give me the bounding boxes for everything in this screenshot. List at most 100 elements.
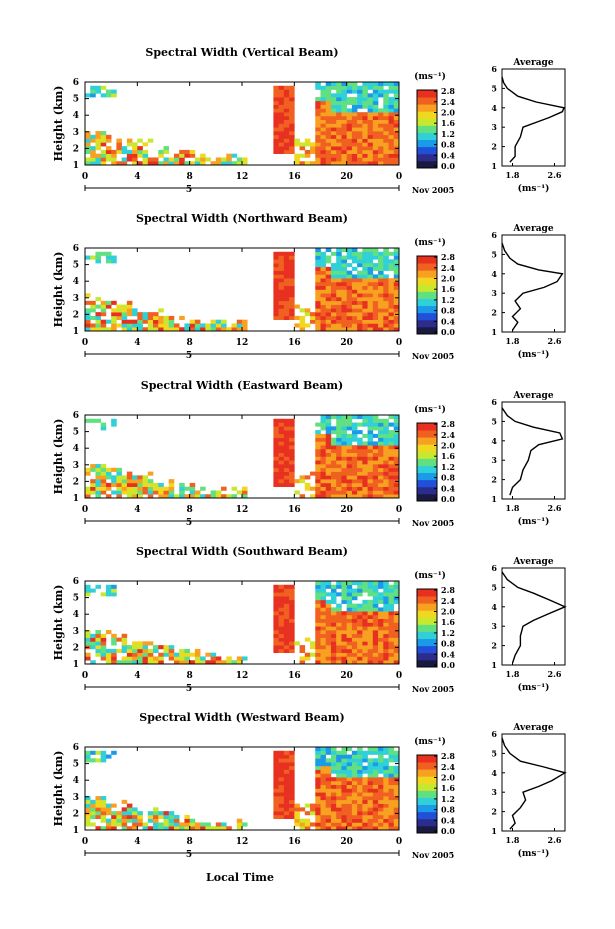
heatmap-cell — [273, 641, 279, 646]
heatmap-cell — [137, 153, 143, 158]
colorbar-tick-label: 0.4 — [441, 150, 455, 160]
heatmap-cell — [289, 259, 295, 264]
heatmap-cell — [367, 467, 374, 472]
heatmap-cell — [383, 460, 389, 465]
heatmap-cell — [325, 274, 332, 279]
heatmap-cell — [153, 161, 159, 166]
heatmap-cell — [100, 826, 107, 831]
heatmap-cell — [194, 157, 201, 162]
heatmap-cell — [116, 648, 122, 653]
heatmap-cell — [383, 293, 389, 298]
heatmap-cell — [289, 482, 295, 487]
heatmap-cell — [346, 630, 353, 635]
x-tick-label: 8 — [187, 837, 193, 847]
heatmap-cell — [325, 127, 332, 132]
heatmap-cell — [367, 308, 374, 313]
heatmap-cell — [158, 161, 164, 166]
heatmap-cell — [325, 422, 332, 427]
heatmap-cell — [315, 300, 321, 305]
heatmap-cell — [325, 153, 332, 158]
heatmap-cell — [383, 792, 389, 797]
heatmap-cell — [158, 490, 164, 495]
heatmap-cell — [273, 467, 279, 472]
heatmap-cell — [210, 490, 217, 495]
heatmap-cell — [90, 300, 96, 305]
heatmap-cell — [336, 799, 342, 804]
heatmap-cell — [278, 433, 285, 438]
heatmap-cell — [126, 811, 133, 816]
colorbar-swatch — [417, 811, 437, 820]
heatmap-cell — [383, 622, 389, 627]
heatmap-cell — [372, 266, 379, 271]
y-tick-label: 4 — [73, 444, 79, 454]
heatmap-cell — [200, 656, 206, 661]
heatmap-cell — [278, 603, 285, 608]
heatmap-cell — [278, 769, 285, 774]
heatmap-cell — [357, 479, 363, 484]
heatmap-cell — [137, 319, 143, 324]
heatmap-cell — [273, 146, 279, 151]
heatmap-cell — [116, 146, 122, 151]
heatmap-cell — [341, 441, 347, 446]
heatmap-cell — [116, 479, 122, 484]
heatmap-cell — [351, 780, 358, 786]
heatmap-cell — [372, 618, 379, 623]
heatmap-cell — [383, 289, 389, 294]
heatmap-cell — [336, 85, 342, 90]
heatmap-cell — [273, 626, 279, 631]
heatmap-cell — [315, 645, 321, 650]
colorbar-swatch — [417, 125, 437, 133]
heatmap-cell — [357, 754, 363, 759]
heatmap-cell — [320, 626, 327, 631]
heatmap-cell — [320, 415, 327, 420]
heatmap-cell — [351, 289, 358, 294]
heatmap-cell — [111, 157, 117, 162]
heatmap-cell — [210, 660, 217, 665]
heatmap-cell — [315, 452, 321, 457]
heatmap-cell — [378, 596, 384, 601]
heatmap-cell — [346, 581, 353, 586]
heatmap-cell — [378, 599, 384, 604]
heatmap-cell — [168, 479, 175, 484]
heatmap-cell — [378, 134, 384, 139]
heatmap-cell — [388, 456, 395, 461]
heatmap-cell — [346, 788, 353, 793]
heatmap-cell — [184, 494, 190, 499]
heatmap-cell — [372, 131, 379, 136]
heatmap-cell — [121, 633, 128, 638]
heatmap-cell — [121, 482, 128, 487]
heatmap-cell — [126, 818, 133, 823]
heatmap-cell — [330, 784, 337, 789]
heatmap-cell — [367, 93, 374, 98]
heatmap-cell — [325, 464, 332, 469]
heatmap-cell — [215, 323, 222, 328]
heatmap-cell — [383, 811, 389, 816]
heatmap-cell — [388, 323, 395, 328]
heatmap-cell — [336, 456, 342, 461]
heatmap-cell — [283, 467, 290, 472]
heatmap-cell — [273, 112, 279, 117]
heatmap-cell — [393, 270, 400, 275]
heatmap-cell — [325, 327, 332, 332]
heatmap-cell — [205, 660, 211, 665]
heatmap-cell — [393, 796, 400, 801]
heatmap-cell — [273, 811, 279, 816]
heatmap-cell — [372, 603, 379, 608]
heatmap-cell — [357, 100, 363, 105]
heatmap-cell — [367, 626, 374, 631]
heatmap-cell — [105, 584, 112, 589]
heatmap-cell — [383, 319, 389, 324]
heatmap-cell — [147, 312, 154, 317]
heatmap-cell — [283, 614, 290, 620]
y-tick-label: 5 — [73, 594, 79, 604]
heatmap-cell — [289, 633, 295, 638]
heatmap-cell — [289, 803, 295, 808]
y-tick-label: 3 — [73, 128, 79, 138]
heatmap-cell — [153, 648, 159, 653]
heatmap-cell — [367, 750, 374, 755]
heatmap-cell — [95, 482, 101, 487]
heatmap-cell — [351, 652, 358, 657]
heatmap-cell — [325, 134, 332, 139]
heatmap-cell — [273, 142, 279, 147]
heatmap-cell — [137, 312, 143, 317]
